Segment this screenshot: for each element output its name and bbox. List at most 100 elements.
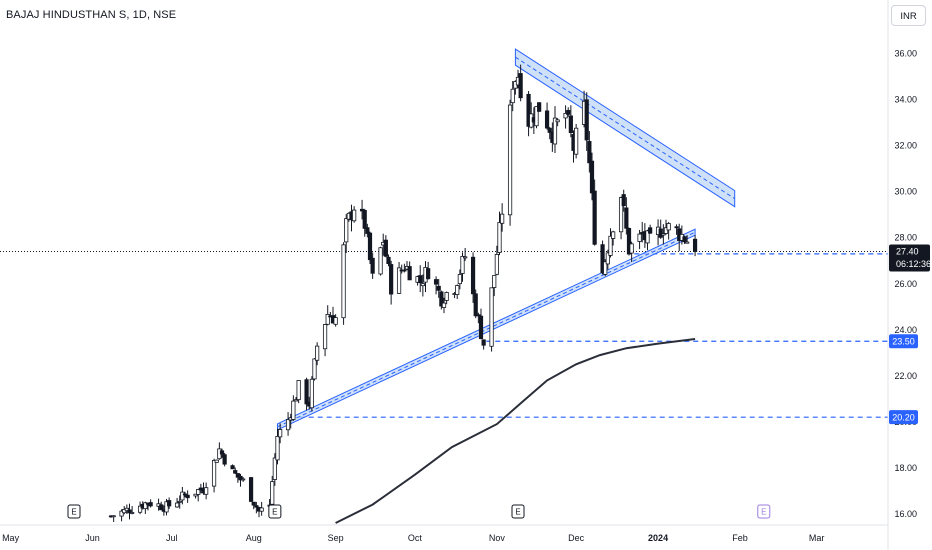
earnings-marker <box>511 504 525 519</box>
horizontal-levels[interactable] <box>0 251 888 418</box>
candle <box>518 73 523 99</box>
candle <box>254 505 259 508</box>
candle <box>167 500 172 507</box>
y-tick-label: 26.00 <box>894 279 917 289</box>
candle <box>460 255 465 274</box>
candle <box>251 501 256 506</box>
candle <box>370 257 375 274</box>
candle <box>365 227 370 234</box>
earnings-marker-label: E <box>515 508 520 517</box>
candle <box>185 494 190 499</box>
candle <box>618 197 624 233</box>
candle <box>692 238 698 252</box>
candle <box>552 117 558 145</box>
y-axis: 16.0018.0020.0022.0024.0026.0028.0030.00… <box>887 0 917 550</box>
x-tick-label: 2024 <box>648 533 668 543</box>
candle <box>544 110 550 129</box>
candle <box>177 500 182 503</box>
candle <box>278 429 283 438</box>
candle <box>441 302 447 308</box>
candle <box>685 241 690 244</box>
x-tick-label: Dec <box>568 533 585 543</box>
candle <box>204 487 209 495</box>
candle <box>439 291 444 307</box>
x-tick-label: Aug <box>246 533 262 543</box>
candle <box>455 285 460 295</box>
candle <box>555 119 560 123</box>
candle <box>624 207 629 229</box>
candle <box>611 231 616 239</box>
candle <box>293 399 299 402</box>
candle <box>341 244 346 319</box>
trend-channel <box>514 48 736 208</box>
candle <box>568 115 573 134</box>
candle <box>396 267 402 294</box>
candle <box>182 493 188 496</box>
candle <box>600 244 605 274</box>
candles <box>108 64 698 522</box>
y-tick-label: 28.00 <box>894 233 917 243</box>
level-price-label: 20.20 <box>892 412 915 422</box>
candle <box>333 317 338 325</box>
x-tick-label: May <box>2 533 20 543</box>
candle <box>473 293 478 317</box>
candle <box>378 247 383 275</box>
currency-selector[interactable]: INR <box>891 5 926 26</box>
candle <box>457 274 462 285</box>
candle <box>436 285 441 291</box>
candle <box>510 88 515 104</box>
candle <box>626 227 632 255</box>
candle <box>241 478 246 481</box>
candle <box>174 502 180 508</box>
earnings-marker-label: E <box>71 508 76 517</box>
candle <box>584 99 589 141</box>
candle <box>433 279 439 285</box>
candle <box>661 233 666 236</box>
candle <box>296 380 301 401</box>
x-tick-label: Nov <box>489 533 506 543</box>
y-tick-label: 30.00 <box>894 187 917 197</box>
candle <box>137 505 143 513</box>
candle <box>196 489 201 495</box>
candle <box>386 256 391 264</box>
candle <box>272 457 277 480</box>
candle <box>124 507 129 512</box>
candle <box>497 222 502 253</box>
candle <box>312 358 317 380</box>
candle <box>418 275 423 284</box>
candle <box>463 256 468 259</box>
candle <box>537 102 542 112</box>
candle <box>211 460 217 487</box>
earnings-marker-label: E <box>761 508 766 517</box>
candle <box>420 283 425 287</box>
y-tick-label: 18.00 <box>894 463 917 473</box>
candle <box>402 269 407 272</box>
candle <box>193 493 198 497</box>
y-tick-label: 24.00 <box>894 325 917 335</box>
candle <box>645 230 650 244</box>
candle <box>159 504 164 511</box>
x-tick-label: Oct <box>408 533 423 543</box>
candle <box>444 292 449 301</box>
x-tick-label: Feb <box>732 533 748 543</box>
level-price-tag <box>889 410 918 425</box>
y-tick-label: 36.00 <box>894 49 917 59</box>
candle <box>315 345 320 361</box>
candle <box>476 314 481 317</box>
candle <box>344 218 349 243</box>
candle <box>621 194 626 207</box>
candle <box>481 339 486 346</box>
earnings-marker-label: E <box>272 508 277 517</box>
candle <box>214 459 219 463</box>
candle <box>470 256 476 295</box>
level-price-label: 23.50 <box>892 336 915 346</box>
candle <box>589 160 595 194</box>
candle <box>566 110 571 115</box>
candle <box>663 227 669 234</box>
candle <box>164 501 169 513</box>
candle <box>233 470 238 474</box>
candle <box>362 210 367 229</box>
candle <box>507 104 513 216</box>
